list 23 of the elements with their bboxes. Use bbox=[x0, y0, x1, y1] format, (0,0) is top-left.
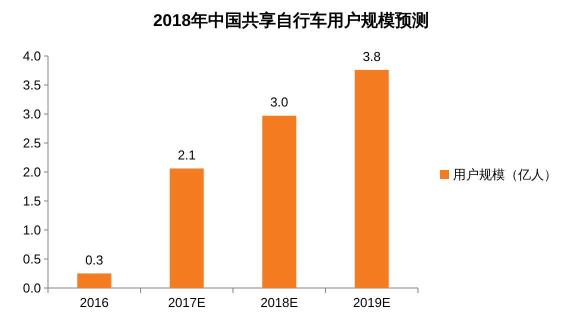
x-tick-label: 2018E bbox=[260, 295, 298, 310]
y-tick-label: 4.0 bbox=[22, 48, 41, 64]
bar bbox=[77, 274, 112, 288]
y-tick-label: 2.5 bbox=[22, 136, 41, 150]
x-tick-label: 2019E bbox=[352, 295, 391, 310]
bar bbox=[170, 168, 204, 288]
chart-title: 2018年中国共享自行车用户规模预测 bbox=[153, 11, 429, 30]
x-tick-label: 2017E bbox=[168, 295, 206, 310]
bar bbox=[354, 70, 389, 288]
bar bbox=[262, 116, 296, 288]
data-label: 3.8 bbox=[362, 48, 381, 64]
data-label: 2.1 bbox=[178, 148, 196, 163]
y-tick-label: 3.5 bbox=[22, 78, 41, 92]
x-tick-label: 2016 bbox=[80, 295, 109, 310]
legend-label: 用户规模（亿人） bbox=[453, 167, 557, 182]
y-tick-label: 1.0 bbox=[22, 222, 41, 238]
y-tick-label: 1.5 bbox=[22, 194, 41, 208]
y-tick-label: 0.5 bbox=[22, 252, 41, 266]
y-tick-label: 0.0 bbox=[22, 280, 41, 296]
y-tick-label: 2.0 bbox=[22, 164, 41, 180]
data-label: 3.0 bbox=[270, 94, 288, 110]
data-label: 0.3 bbox=[85, 252, 104, 268]
y-tick-label: 3.0 bbox=[22, 106, 41, 122]
